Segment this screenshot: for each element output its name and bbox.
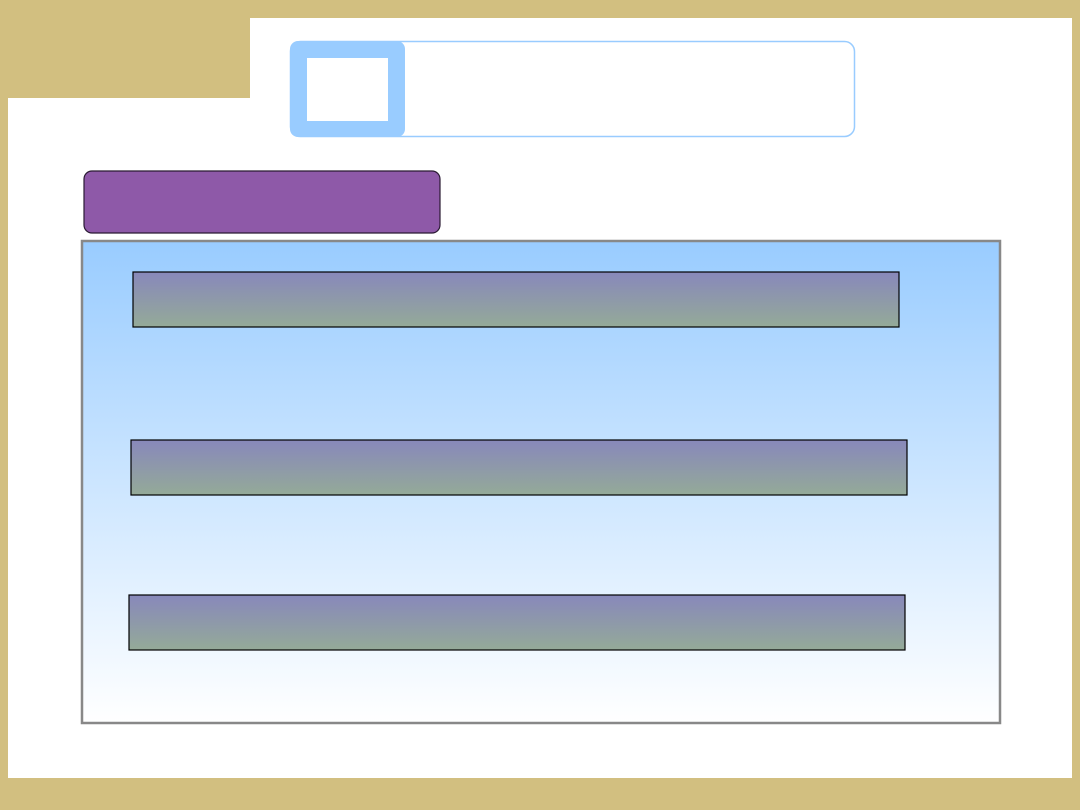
title-icon-inner [307, 58, 388, 121]
content-bar [130, 439, 908, 496]
content-bar [132, 271, 900, 328]
corner-block [0, 0, 250, 98]
heading-box [83, 170, 441, 234]
content-bar [128, 594, 906, 651]
